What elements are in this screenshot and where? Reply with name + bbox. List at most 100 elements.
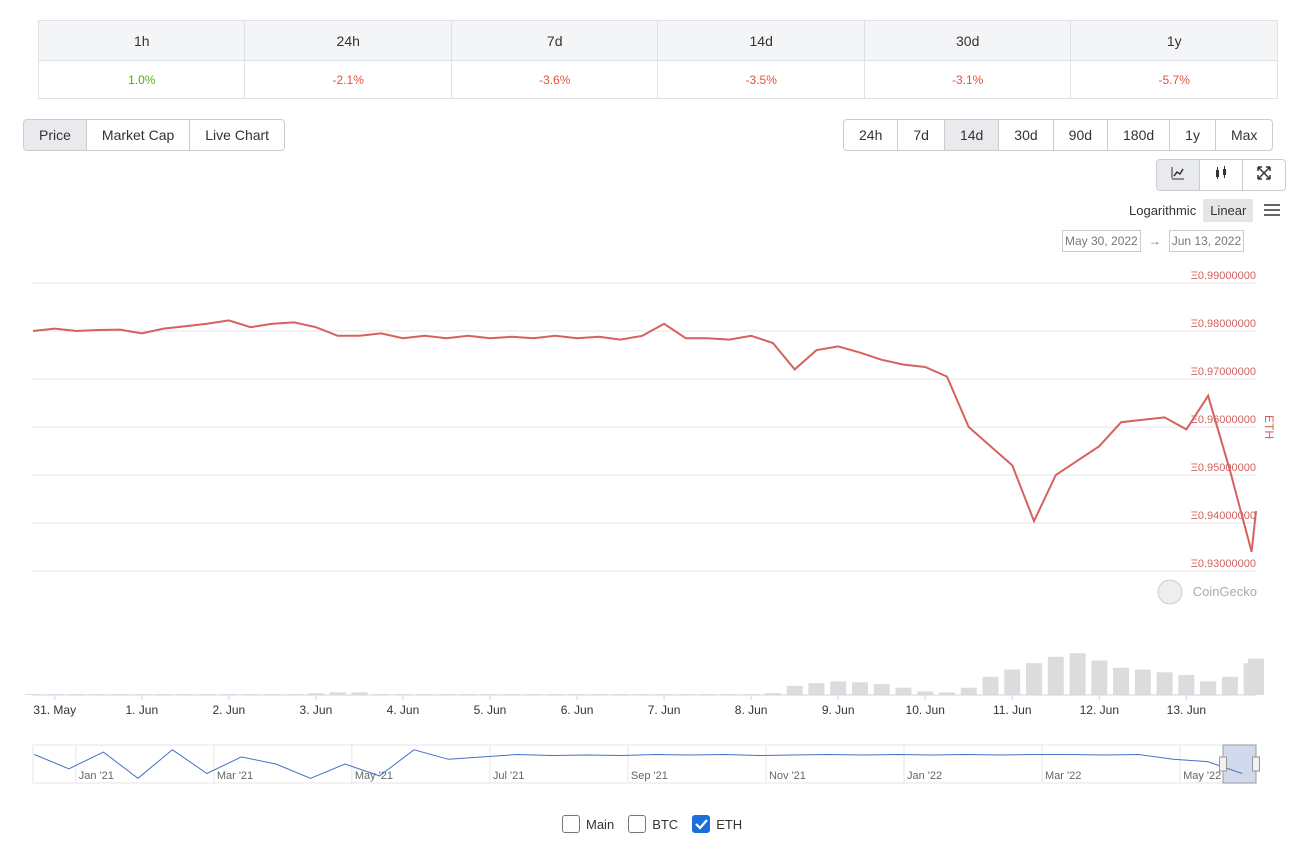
period-change: -2.1%	[244, 60, 452, 99]
period-change: -5.7%	[1070, 60, 1278, 99]
menu-icon[interactable]	[1263, 203, 1281, 219]
volume-bar	[808, 683, 825, 695]
range-tab[interactable]: 90d	[1052, 120, 1107, 150]
x-tick-label: 3. Jun	[300, 703, 333, 717]
x-tick-label: 11. Jun	[993, 703, 1031, 717]
fullscreen-button[interactable]	[1242, 160, 1285, 190]
range-tab[interactable]: 24h	[859, 127, 883, 143]
x-tick-label: 5. Jun	[474, 703, 507, 717]
view-tab[interactable]: Live Chart	[189, 120, 284, 150]
period-header: 30d	[863, 20, 1072, 61]
volume-bar	[786, 685, 803, 695]
navigator-tick-label: Jul '21	[493, 770, 524, 782]
period-change: -3.6%	[450, 60, 659, 99]
volume-bar	[851, 682, 868, 695]
navigator-tick-label: May '21	[355, 770, 393, 782]
period-header: 14d	[657, 20, 865, 61]
volume-bar	[873, 684, 890, 695]
volume-bar	[1178, 675, 1195, 695]
scale-switch: Logarithmic Linear	[1122, 199, 1254, 222]
checkbox[interactable]	[692, 815, 711, 833]
checkbox[interactable]	[562, 815, 580, 833]
volume-bar	[1026, 663, 1043, 695]
volume-bar	[1113, 667, 1130, 695]
toggle[interactable]: Main	[562, 815, 614, 833]
view-tab[interactable]: Market Cap	[85, 120, 189, 150]
icon	[1216, 166, 1226, 179]
volume-bar	[917, 691, 934, 695]
y-axis-title: ETH	[1262, 415, 1276, 439]
volume-bar	[1200, 681, 1217, 695]
view-tabs: Price Market Cap Live Chart	[23, 119, 286, 151]
range-tab[interactable]: 180d	[1107, 120, 1169, 150]
volume-bar	[1091, 660, 1108, 695]
navigator-line	[34, 749, 1243, 779]
check	[695, 819, 709, 830]
line-icon-button[interactable]	[1157, 160, 1199, 190]
range-tab[interactable]: 7d	[897, 120, 944, 150]
watermark-logo	[1157, 579, 1183, 605]
chart-type-tabs	[1156, 159, 1286, 191]
toggle[interactable]: ETH	[692, 815, 742, 833]
date-to[interactable]: Jun 13, 2022	[1168, 230, 1245, 252]
performance-table: 1h 24h 7d 14d 30d 1y 1.0% -2.1% -3.6% -3.5% -3.1% -…	[37, 20, 1278, 99]
period-header: 1h	[37, 20, 246, 61]
toggle-label: Main	[586, 816, 615, 832]
volume-bar	[1248, 658, 1264, 695]
x-tick-label: 6. Jun	[561, 703, 594, 717]
navigator-tick-label: Mar '21	[217, 770, 253, 782]
period-header: 1y	[1070, 20, 1278, 61]
navigator-tick-label: May '22	[1183, 770, 1221, 782]
scale-option[interactable]: Linear	[1203, 199, 1254, 222]
volume-bar	[830, 681, 847, 695]
volume-bar	[1004, 669, 1021, 695]
scale-option[interactable]: Logarithmic	[1129, 203, 1197, 218]
navigator-tick-label: Mar '22	[1045, 770, 1081, 782]
range-tab[interactable]: Max	[1214, 120, 1272, 150]
navigator-tick-label: Nov '21	[769, 770, 806, 782]
x-tick-label: 2. Jun	[213, 703, 246, 717]
y-tick-label: Ξ0.95000000	[1191, 462, 1256, 474]
x-tick-label: 4. Jun	[387, 703, 420, 717]
x-tick-label: 9. Jun	[822, 703, 855, 717]
candle-icon-button[interactable]	[1199, 160, 1242, 190]
volume-bar	[938, 692, 955, 695]
volume-bar	[351, 692, 368, 695]
x-tick-label: 7. Jun	[648, 703, 681, 717]
volume-bar	[1221, 676, 1238, 695]
volume-bar	[895, 687, 912, 695]
volume-bar	[1134, 669, 1151, 695]
volume-bar	[1047, 656, 1064, 695]
range-tab[interactable]: 1y	[1169, 120, 1215, 150]
checkbox[interactable]	[628, 815, 647, 833]
period-change: -3.1%	[863, 60, 1072, 99]
watermark: CoinGecko	[1193, 584, 1257, 599]
toggle[interactable]: BTC	[628, 815, 678, 833]
icon	[1171, 167, 1184, 180]
navigator-tick-label: Sep '21	[631, 770, 668, 782]
toggle-label: ETH	[716, 816, 743, 832]
y-tick-label: Ξ0.99000000	[1191, 270, 1256, 282]
volume-bar	[982, 676, 999, 695]
x-tick-label: 10. Jun	[906, 703, 945, 717]
navigator-handle	[1252, 756, 1260, 772]
range-tabs: 24h 7d 14d 30d 90d 180d 1y Max	[843, 119, 1274, 151]
view-tab[interactable]: Price	[24, 120, 86, 150]
range-tab[interactable]: 30d	[998, 120, 1052, 150]
range-tab[interactable]: 14d	[943, 120, 999, 150]
series-toggles: Main BTC ETH	[562, 815, 742, 833]
navigator-tick-label: Jan '21	[79, 770, 114, 782]
volume-bar	[1156, 672, 1173, 695]
y-tick-label: Ξ0.93000000	[1191, 558, 1256, 570]
x-tick-label: 8. Jun	[735, 703, 768, 717]
x-tick-label: 13. Jun	[1167, 703, 1206, 717]
date-range: May 30, 2022 → Jun 13, 2022	[1062, 230, 1245, 252]
x-tick-label: 1. Jun	[125, 703, 158, 717]
volume-bar	[307, 693, 324, 695]
date-from[interactable]: May 30, 2022	[1062, 230, 1141, 252]
volume-bar	[764, 693, 781, 695]
toggle-label: BTC	[652, 816, 679, 832]
icon	[1257, 166, 1271, 180]
